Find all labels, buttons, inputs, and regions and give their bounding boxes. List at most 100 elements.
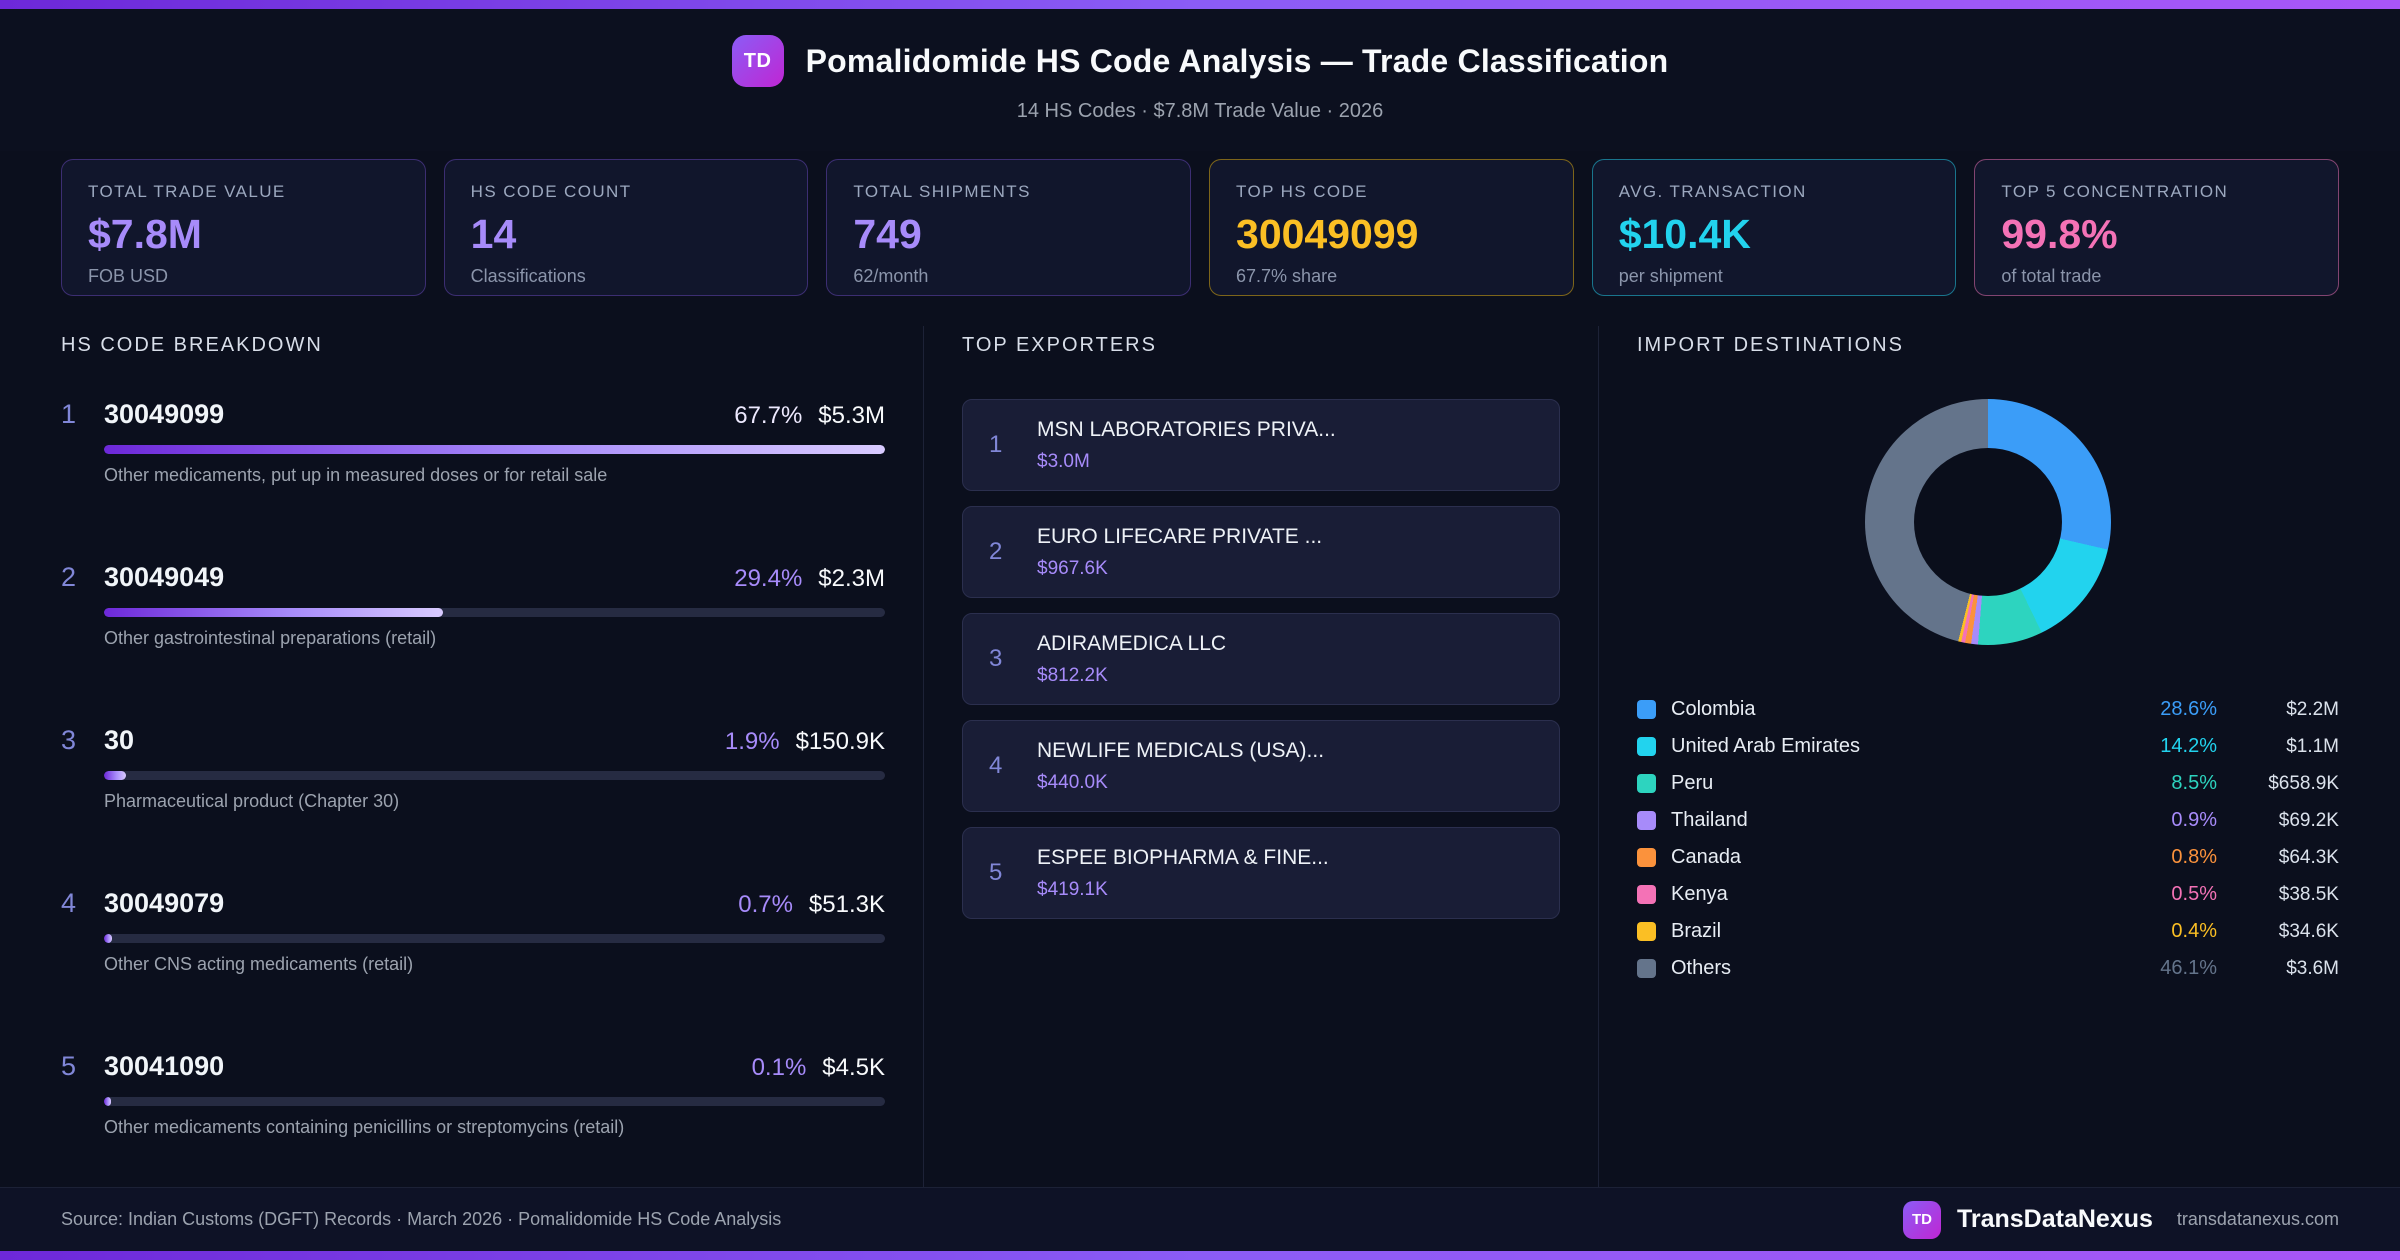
hs-description: Pharmaceutical product (Chapter 30) [104,791,400,811]
exporter-value: $3.0M [1037,450,1090,472]
hs-bar-fill-0 [104,445,885,454]
stat-sub: Classifications [470,266,586,286]
hs-row: 4 30049079 0.7% $51.3K Other CNS acting … [61,888,885,975]
column-divider [923,326,924,1187]
stat-label: TOP HS CODE [1236,182,1368,201]
hs-rank: 2 [61,562,77,592]
legend-country: Colombia [1671,698,1756,720]
legend-value: $64.3K [2278,846,2339,868]
hs-rank: 1 [61,399,77,429]
hs-value: $2.3M [818,565,885,592]
hs-bar-track [104,771,885,780]
exporter-name: NEWLIFE MEDICALS (USA)... [1037,738,1325,762]
stat-sub: per shipment [1618,266,1723,286]
exporter-rank: 2 [989,538,1003,565]
brand-name: TransDataNexus [1956,1205,2153,1233]
hs-rank: 3 [61,725,77,755]
hs-row: 3 30 1.9% $150.9K Pharmaceutical product… [61,725,885,812]
donut-legend: Colombia 28.6% $2.2M United Arab Emirate… [1637,691,2339,987]
header: TD Pomalidomide HS Code Analysis — Trade… [0,9,2400,151]
import-destinations-title: IMPORT DESTINATIONS [1637,334,1904,356]
legend-country: Peru [1671,772,1714,794]
stat-card-3: TOP HS CODE 30049099 67.7% share [1209,159,1574,296]
hs-code: 30049099 [104,399,225,429]
hs-row: 5 30041090 0.1% $4.5K Other medicaments … [61,1051,885,1138]
hs-rank: 4 [61,888,77,918]
legend-value: $34.6K [2278,920,2339,942]
exporter-value: $967.6K [1037,557,1108,579]
hs-bar-track [104,445,885,454]
hs-pct-4: 0.1% [751,1054,807,1081]
exporter-name: ESPEE BIOPHARMA & FINE... [1037,845,1329,869]
exporter-card[interactable]: 1 MSN LABORATORIES PRIVA... $3.0M [962,399,1560,491]
stat-value: $10.4K [1618,211,1751,257]
brand-site: transdatanexus.com [2176,1209,2339,1229]
hs-pct-3: 0.7% [738,891,793,918]
stat-sub: FOB USD [88,266,169,286]
legend-pct-7: 46.1% [2160,957,2217,979]
hs-row: 2 30049049 29.4% $2.3M Other gastrointes… [61,562,885,649]
stat-label: TOP 5 CONCENTRATION [2001,182,2229,201]
legend-swatch-1 [1637,737,1656,756]
legend-row: United Arab Emirates 14.2% $1.1M [1637,728,2339,765]
brand-block: TD TransDataNexus transdatanexus.com [1902,1200,2339,1239]
stat-label: TOTAL TRADE VALUE [88,182,286,201]
legend-pct-0: 28.6% [2160,698,2217,720]
legend-country: Kenya [1671,883,1728,905]
legend-swatch-4 [1637,848,1656,867]
stat-label: AVG. TRANSACTION [1618,182,1807,201]
import-destinations-section: IMPORT DESTINATIONS Colombia 28.6% $2.2M… [1599,326,2339,1187]
top-exporters-title: TOP EXPORTERS [962,334,1157,356]
exporter-card[interactable]: 3 ADIRAMEDICA LLC $812.2K [962,613,1560,705]
hs-code: 30049079 [104,888,225,918]
stat-sub: 67.7% share [1236,266,1338,286]
exporter-name: ADIRAMEDICA LLC [1037,631,1227,655]
stat-value: $7.8M [88,211,202,257]
legend-pct-5: 0.5% [2171,883,2217,905]
exporter-rank: 4 [989,752,1003,779]
legend-value: $658.9K [2268,772,2339,794]
hs-description: Other CNS acting medicaments (retail) [104,954,414,974]
legend-country: Canada [1671,846,1742,868]
legend-swatch-3 [1637,811,1656,830]
legend-row: Kenya 0.5% $38.5K [1637,876,2339,913]
stat-card-2: TOTAL SHIPMENTS 749 62/month [826,159,1192,296]
exporter-card[interactable]: 5 ESPEE BIOPHARMA & FINE... $419.1K [962,827,1560,919]
legend-swatch-7 [1637,959,1656,978]
footer: Source: Indian Customs (DGFT) Records · … [0,1187,2400,1251]
exporter-rank: 1 [989,431,1003,458]
stat-sub: of total trade [2001,266,2102,286]
top-accent-bar [0,0,2400,9]
exporter-name: EURO LIFECARE PRIVATE ... [1037,524,1323,548]
main-content: HS CODE BREAKDOWN 1 30049099 67.7% $5.3M… [0,296,2400,1187]
exporter-card[interactable]: 4 NEWLIFE MEDICALS (USA)... $440.0K [962,720,1560,812]
legend-swatch-2 [1637,774,1656,793]
hs-row: 1 30049099 67.7% $5.3M Other medicaments… [61,399,885,486]
legend-pct-2: 8.5% [2171,772,2217,794]
stat-label: HS CODE COUNT [470,182,632,201]
hs-bar-fill-2 [104,771,126,780]
stat-value: 14 [470,211,517,257]
hs-description: Other gastrointestinal preparations (ret… [104,628,437,648]
exporter-rank: 3 [989,645,1003,672]
legend-row: Brazil 0.4% $34.6K [1637,913,2339,950]
legend-pct-4: 0.8% [2171,846,2217,868]
stat-value: 99.8% [2001,211,2118,257]
hs-bar-fill-3 [104,934,113,943]
hs-breakdown-title: HS CODE BREAKDOWN [61,334,323,356]
exporter-card[interactable]: 2 EURO LIFECARE PRIVATE ... $967.6K [962,506,1560,598]
exporter-value: $440.0K [1037,771,1108,793]
stat-card-5: TOP 5 CONCENTRATION 99.8% of total trade [1974,159,2340,296]
stat-value: 30049099 [1236,211,1419,257]
hs-bar-fill-4 [104,1097,112,1106]
exporter-value: $419.1K [1037,878,1108,900]
donut-chart [1865,399,2111,645]
brand-logo-badge: TD [1902,1200,1941,1239]
hs-breakdown-section: HS CODE BREAKDOWN 1 30049099 67.7% $5.3M… [61,326,923,1187]
hs-description: Other medicaments, put up in measured do… [104,465,608,485]
page-title: Pomalidomide HS Code Analysis — Trade Cl… [805,42,1669,79]
hs-value: $4.5K [822,1054,885,1081]
hs-value: $150.9K [795,728,885,755]
stat-card-4: AVG. TRANSACTION $10.4K per shipment [1591,159,1957,296]
legend-value: $69.2K [2278,809,2339,831]
